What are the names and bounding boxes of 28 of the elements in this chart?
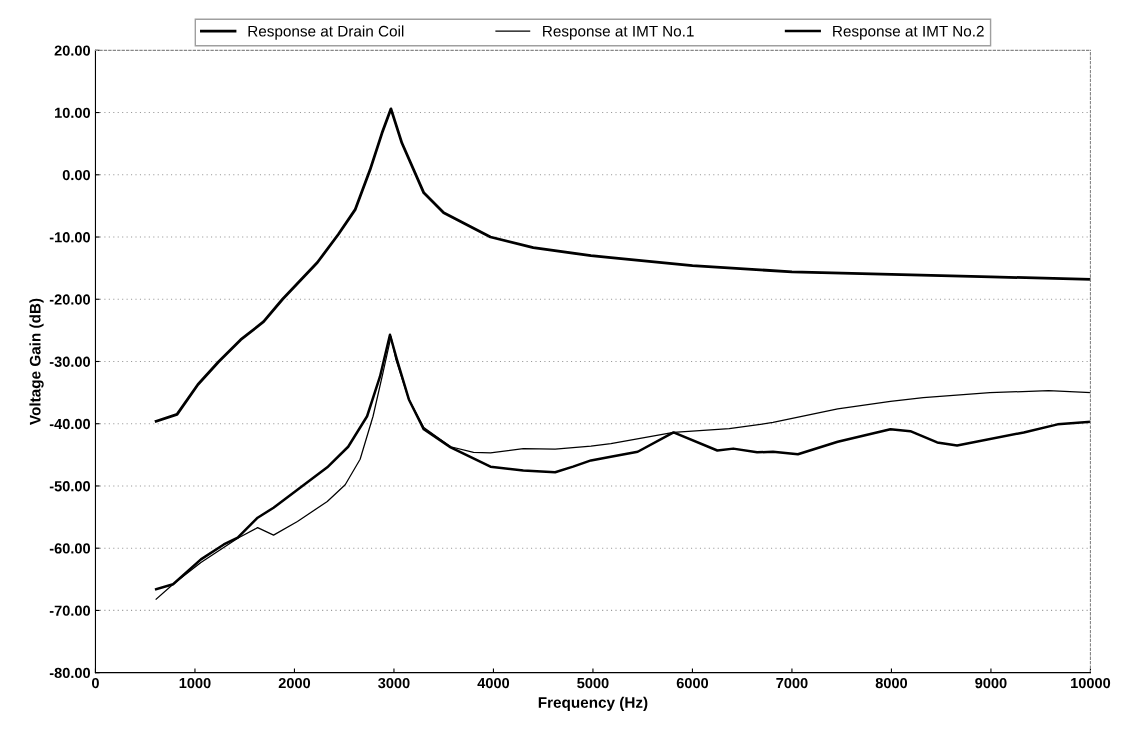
x-tick-label: 1000 xyxy=(179,677,211,689)
x-tick-label: 5000 xyxy=(577,677,609,689)
y-tick-label: -10.00 xyxy=(49,232,90,243)
y-tick-label: 20.00 xyxy=(54,45,90,56)
y-axis-title: Voltage Gain (dB) xyxy=(29,298,44,425)
y-tick-label: -20.00 xyxy=(49,294,90,305)
x-tick-label: 6000 xyxy=(676,677,709,689)
y-tick-label: -80.00 xyxy=(49,667,90,679)
legend-label: Response at Drain Coil xyxy=(248,25,404,40)
x-axis-title: Frequency (Hz) xyxy=(538,696,648,711)
line-series xyxy=(154,107,1091,423)
legend-label: Response at IMT No.2 xyxy=(833,25,984,40)
y-tick-label: -50.00 xyxy=(49,481,90,492)
x-tick-label: 9000 xyxy=(975,677,1007,689)
y-tick-label: -60.00 xyxy=(49,543,90,554)
y-tick-label: 0.00 xyxy=(62,169,90,181)
y-tick-label: -30.00 xyxy=(49,356,90,367)
x-tick-label: 0 xyxy=(91,677,99,689)
y-tick-label: -40.00 xyxy=(49,418,90,430)
y-tick-label: -70.00 xyxy=(49,605,90,616)
x-tick-label: 10000 xyxy=(1071,677,1111,689)
legend-label: Response at IMT No.1 xyxy=(543,25,694,40)
x-tick-label: 3000 xyxy=(378,677,410,689)
x-tick-label: 8000 xyxy=(875,677,908,689)
x-tick-label: 7000 xyxy=(776,677,808,689)
x-tick-label: 4000 xyxy=(477,677,510,689)
y-tick-label: 10.00 xyxy=(55,107,90,118)
x-tick-label: 2000 xyxy=(278,677,311,689)
